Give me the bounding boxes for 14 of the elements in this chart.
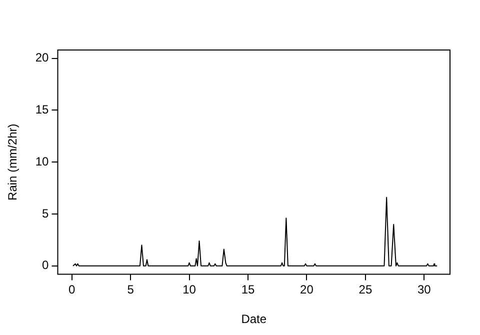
x-tick-label: 25 — [358, 282, 372, 297]
x-tick-label: 20 — [300, 282, 314, 297]
y-axis-title: Rain (mm/2hr) — [6, 124, 20, 200]
x-tick-label: 5 — [127, 282, 134, 297]
x-tick-label: 15 — [241, 282, 255, 297]
x-tick-label: 30 — [417, 282, 432, 297]
y-tick-label: 15 — [35, 102, 50, 117]
x-axis-title: Date — [241, 312, 267, 326]
y-tick-label: 5 — [42, 206, 50, 220]
x-tick-label: 0 — [68, 282, 76, 297]
x-tick-label: 10 — [182, 282, 196, 297]
y-tick-label: 0 — [42, 258, 50, 272]
y-tick-label: 10 — [35, 154, 50, 168]
y-tick-label: 20 — [35, 50, 50, 65]
